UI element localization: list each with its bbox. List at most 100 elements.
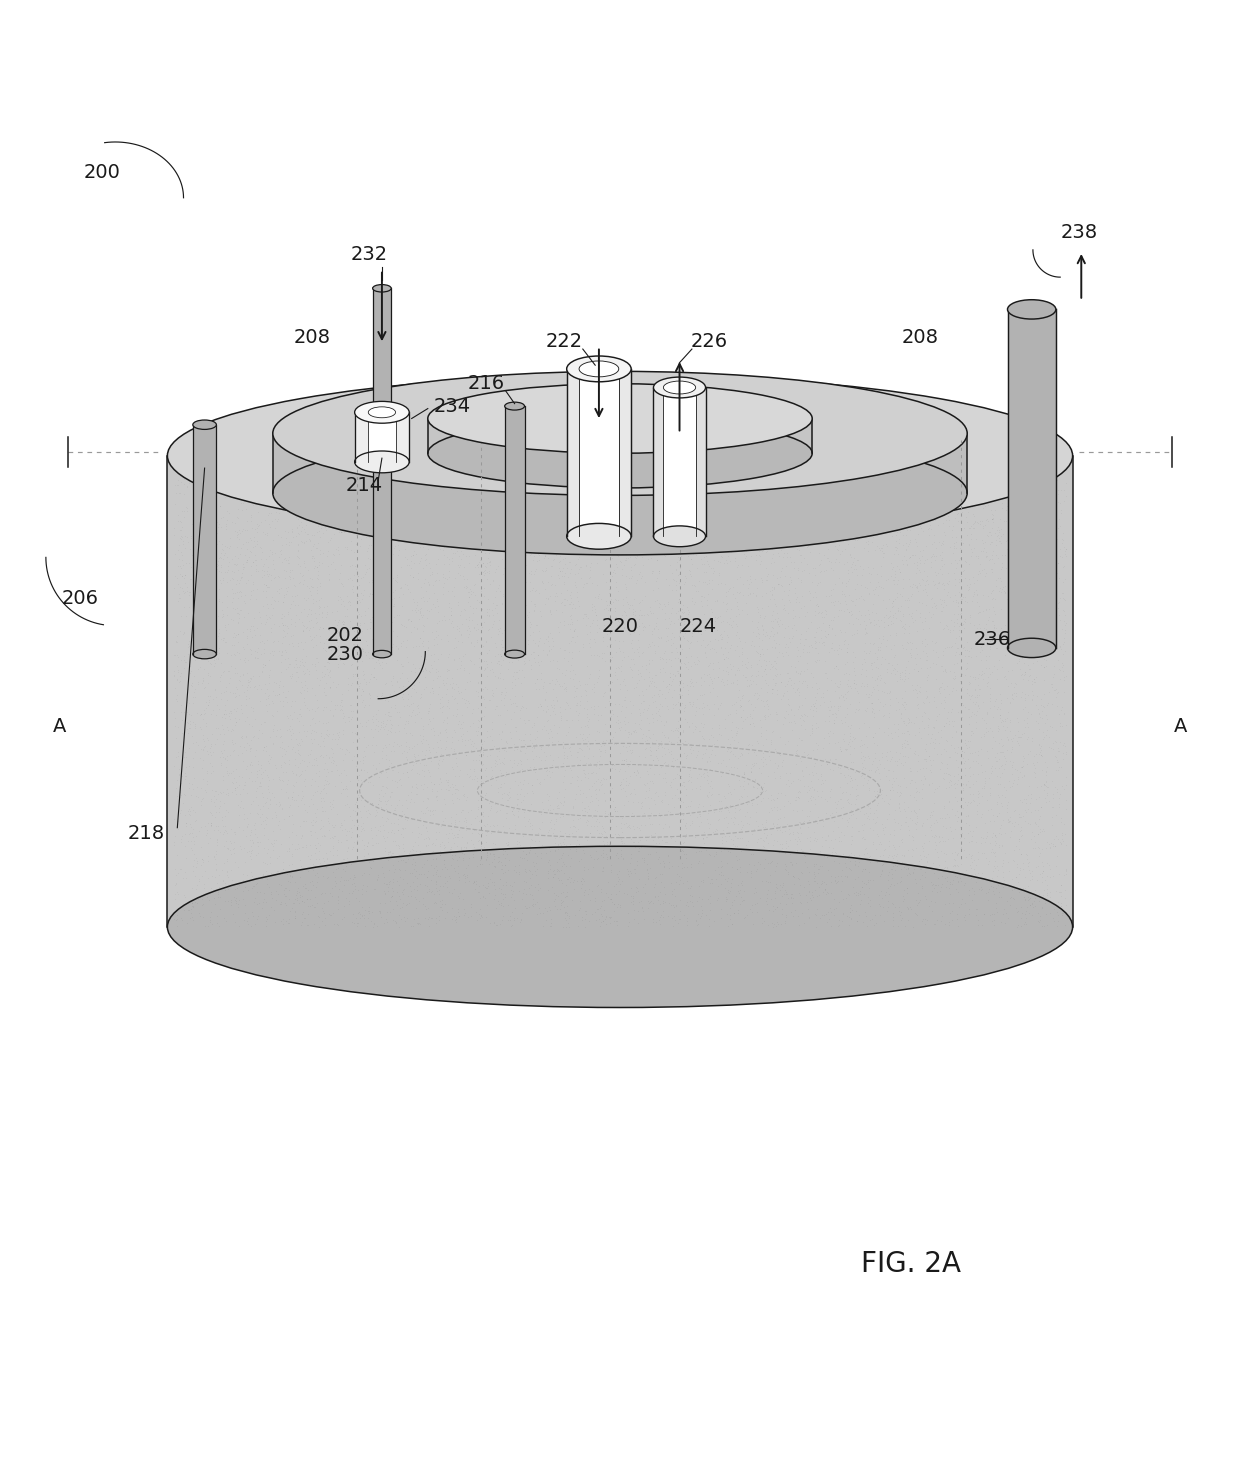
Point — [591, 525, 611, 548]
Point — [1040, 542, 1060, 565]
Point — [467, 554, 487, 577]
Point — [1056, 612, 1076, 635]
Point — [316, 718, 336, 742]
Point — [899, 711, 919, 734]
Point — [957, 453, 977, 476]
Point — [491, 857, 511, 880]
Point — [521, 589, 541, 612]
Point — [355, 861, 374, 884]
Point — [781, 886, 801, 909]
Point — [622, 893, 642, 916]
Point — [955, 740, 975, 763]
Point — [760, 485, 780, 508]
Point — [614, 710, 634, 733]
Point — [818, 482, 838, 506]
Point — [994, 580, 1014, 603]
Point — [236, 893, 255, 916]
Point — [760, 481, 780, 504]
Point — [680, 631, 699, 654]
Point — [397, 548, 417, 571]
Point — [900, 519, 920, 542]
Point — [259, 750, 279, 774]
Point — [357, 833, 377, 857]
Point — [1023, 519, 1043, 542]
Point — [236, 497, 255, 520]
Point — [358, 851, 378, 874]
Point — [304, 747, 324, 771]
Point — [911, 768, 931, 791]
Point — [675, 742, 694, 765]
Point — [491, 893, 511, 916]
Point — [619, 721, 639, 745]
Point — [559, 592, 579, 615]
Point — [646, 911, 666, 934]
Point — [1013, 755, 1033, 778]
Point — [557, 589, 577, 612]
Point — [425, 552, 445, 576]
Point — [241, 529, 260, 552]
Point — [407, 593, 427, 616]
Point — [521, 580, 541, 603]
Point — [531, 650, 551, 673]
Point — [940, 763, 960, 787]
Point — [673, 903, 693, 927]
Point — [774, 593, 794, 616]
Point — [312, 660, 332, 683]
Point — [946, 679, 966, 702]
Point — [837, 641, 857, 664]
Point — [1049, 491, 1069, 514]
Point — [627, 761, 647, 784]
Point — [212, 858, 232, 881]
Point — [724, 503, 744, 526]
Point — [1012, 756, 1032, 779]
Point — [1014, 651, 1034, 675]
Point — [258, 504, 278, 527]
Point — [399, 736, 419, 759]
Point — [432, 469, 451, 492]
Point — [392, 555, 412, 578]
Point — [210, 529, 229, 552]
Point — [572, 798, 591, 822]
Point — [754, 606, 774, 629]
Point — [283, 864, 303, 887]
Point — [203, 457, 223, 481]
Point — [366, 471, 386, 494]
Point — [469, 797, 489, 820]
Point — [1028, 685, 1048, 708]
Point — [644, 828, 663, 851]
Point — [666, 717, 686, 740]
Point — [1001, 522, 1021, 545]
Point — [802, 883, 822, 906]
Point — [1038, 554, 1058, 577]
Point — [191, 500, 211, 523]
Point — [892, 830, 911, 854]
Point — [203, 740, 223, 763]
Point — [718, 471, 738, 494]
Point — [165, 825, 185, 848]
Point — [733, 683, 753, 707]
Point — [682, 712, 702, 736]
Point — [899, 823, 919, 847]
Point — [611, 484, 631, 507]
Point — [175, 701, 195, 724]
Point — [184, 640, 203, 663]
Point — [436, 705, 456, 728]
Point — [412, 731, 432, 755]
Point — [936, 613, 956, 637]
Point — [626, 613, 646, 637]
Point — [579, 666, 599, 689]
Point — [639, 711, 658, 734]
Point — [363, 726, 383, 749]
Point — [339, 508, 358, 532]
Point — [358, 841, 378, 864]
Point — [471, 845, 491, 868]
Point — [1034, 720, 1054, 743]
Point — [732, 839, 751, 863]
Point — [461, 733, 481, 756]
Point — [739, 733, 759, 756]
Point — [791, 704, 811, 727]
Point — [288, 593, 308, 616]
Point — [861, 908, 880, 931]
Point — [1038, 692, 1058, 715]
Point — [608, 863, 627, 886]
